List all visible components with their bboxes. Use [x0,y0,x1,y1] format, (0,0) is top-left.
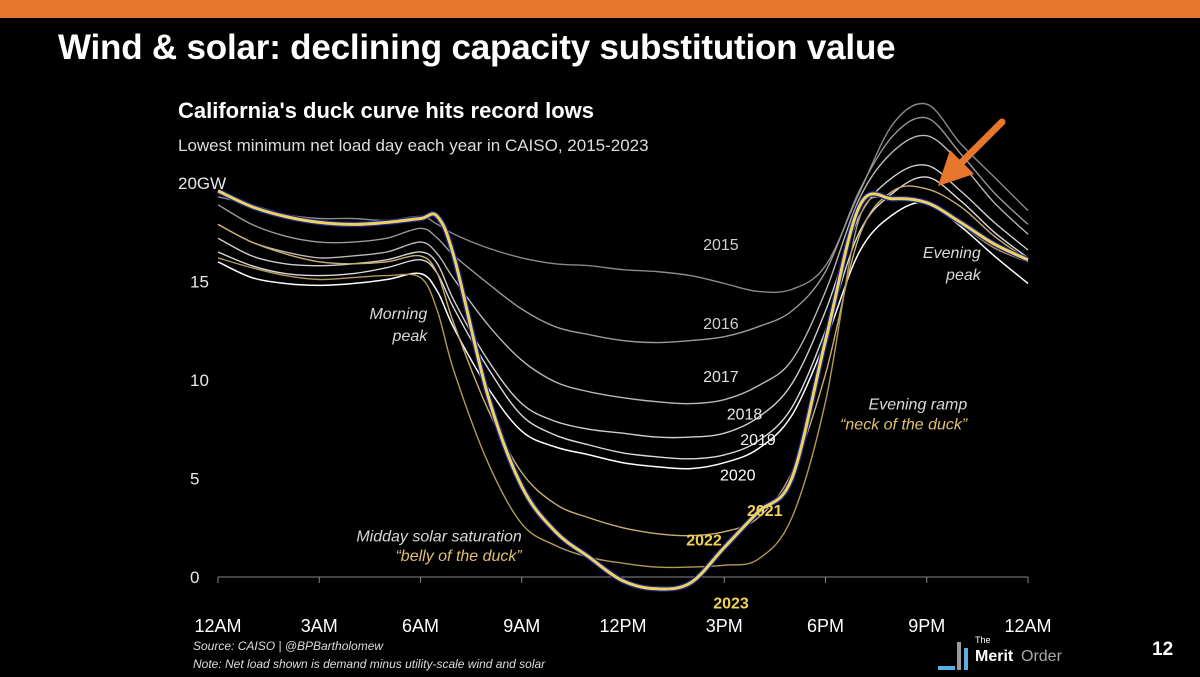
series-label-2017: 2017 [703,369,739,386]
source-note: Source: CAISO | @BPBartholomew [193,639,384,653]
annotation-line: “belly of the duck” [395,548,522,565]
x-tick-label: 6AM [402,616,439,636]
chart-axes: 20GW 15 10 5 0 12AM 3AM 6AM 9AM 12PM 3PM 6PM 9PM 12AM [178,174,1052,636]
annotation-line: Morning [369,306,427,323]
series-line-2016 [217,116,1029,344]
x-tick-label: 12PM [599,616,646,636]
series-label-2016: 2016 [703,316,739,333]
annotation: Evening ramp [869,397,968,414]
series-labels-layer: 2015 2016 2017 2018 2019 2020 2021 2022 2023 [686,237,782,613]
evening-peak-arrow [938,118,1006,186]
x-tick-label: 9AM [503,616,540,636]
series-line-2015 [217,102,1029,294]
slide-title: Wind & solar: declining capacity substit… [58,28,896,67]
merit-order-logo: The Merit Order [935,635,1065,672]
series-label-2021: 2021 [747,503,783,520]
logo-order: Order [1021,648,1062,665]
series-line-2020 [217,201,1029,470]
chart-title: California's duck curve hits record lows [178,98,594,123]
y-tick-label: 15 [190,273,209,292]
annotation: “belly of the duck” [395,548,522,565]
merit-order-logo-mark [938,642,968,670]
x-tick-label: 9PM [908,616,945,636]
y-tick-label: 0 [190,568,199,587]
y-tick-label: 5 [190,470,199,489]
x-tick-label: 6PM [807,616,844,636]
annotation-line: Evening [923,245,981,262]
series-line-2017 [217,134,1029,405]
series-line-2023 [217,189,1029,591]
x-tick-label: 3AM [301,616,338,636]
series-label-2019: 2019 [740,432,776,449]
series-line-2023-outline [216,188,1030,592]
x-tick-label: 3PM [706,616,743,636]
annotations-layer: Morning peak Evening peak Evening ramp “neck … [356,245,981,565]
annotation: Morning peak [369,306,428,345]
annotation: Midday solar saturation [356,529,522,546]
x-tick-label: 12AM [1004,616,1051,636]
logo-the: The [975,635,991,645]
y-tick-label: 10 [190,371,209,390]
series-line-2022 [217,196,1029,569]
series-label-2022: 2022 [686,532,722,549]
series-label-2020: 2020 [720,467,756,484]
annotation-line: Midday solar saturation [356,529,522,546]
x-tick-label: 12AM [194,616,241,636]
series-line-2021 [217,185,1029,537]
y-tick-label: 20GW [178,174,226,193]
logo-merit: Merit [975,648,1014,665]
annotation-line: peak [392,328,429,345]
top-accent-bar [0,0,1200,18]
annotation-line: peak [945,267,982,284]
annotation: Evening peak [923,245,982,284]
annotation-line: Evening ramp [869,397,968,414]
annotation: “neck of the duck” [840,416,968,433]
series-layer [216,102,1030,592]
annotation-line: “neck of the duck” [840,416,968,433]
page-number: 12 [1152,639,1174,660]
chart-subtitle: Lowest minimum net load day each year in… [178,136,649,155]
series-label-2015: 2015 [703,237,739,254]
series-label-2023: 2023 [713,596,749,613]
net-load-note: Note: Net load shown is demand minus uti… [193,657,546,671]
series-label-2018: 2018 [727,406,763,423]
